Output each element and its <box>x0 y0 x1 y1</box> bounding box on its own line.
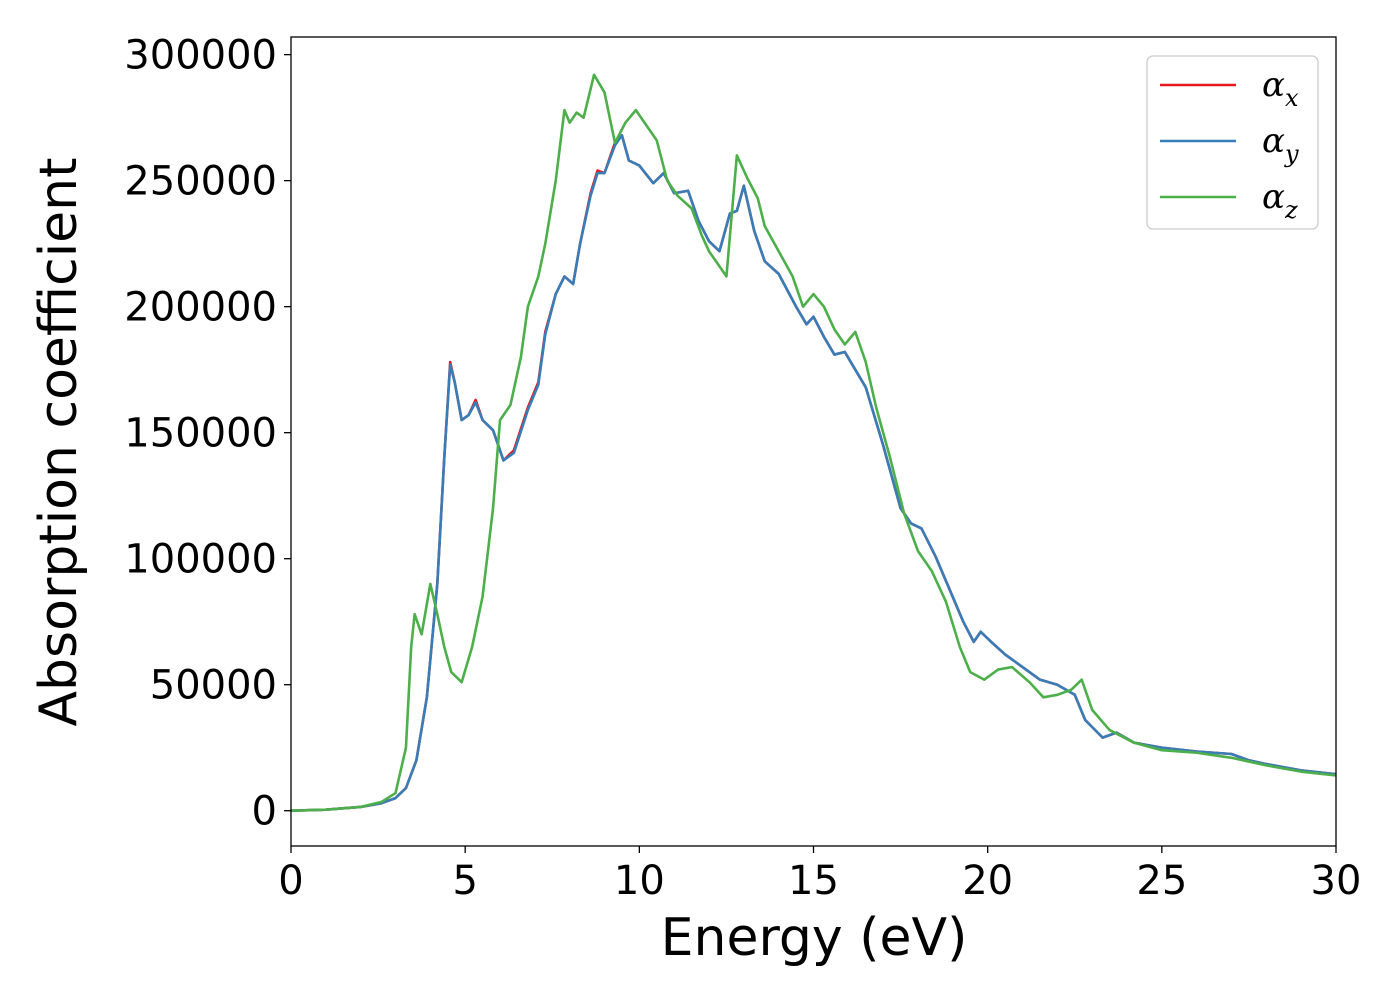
y-tick-label: 150000 <box>124 411 277 457</box>
y-tick-label: 250000 <box>124 159 277 205</box>
x-tick-label: 10 <box>614 858 665 904</box>
x-tick-label: 15 <box>788 858 839 904</box>
series-line-z <box>291 73 1336 813</box>
y-tick-label: 50000 <box>150 663 277 709</box>
y-tick-label: 300000 <box>124 33 277 79</box>
legend-label-y: αy <box>1262 121 1299 168</box>
legend: αx αy αz <box>1146 55 1319 230</box>
y-tick-label: 200000 <box>124 285 277 331</box>
legend-box <box>1146 55 1319 230</box>
y-ticks: 0 50000 100000 150000 200000 250000 300000 <box>124 33 291 835</box>
legend-label-z: αz <box>1262 177 1298 224</box>
y-tick-label: 100000 <box>124 537 277 583</box>
legend-label-x: αx <box>1262 65 1299 112</box>
series-line-y <box>291 133 1336 813</box>
x-axis-title: Energy (eV) <box>661 908 968 968</box>
x-tick-label: 30 <box>1311 858 1362 904</box>
legend-items: αx αy αz <box>1160 65 1299 224</box>
y-axis-title: Absorption coefficient <box>29 157 89 726</box>
x-tick-label: 25 <box>1136 858 1187 904</box>
x-ticks: 0 5 10 15 20 25 30 <box>278 846 1361 904</box>
x-tick-label: 0 <box>278 858 303 904</box>
x-tick-label: 5 <box>452 858 477 904</box>
x-tick-label: 20 <box>962 858 1013 904</box>
series-layer <box>291 73 1336 813</box>
y-tick-label: 0 <box>252 789 277 835</box>
